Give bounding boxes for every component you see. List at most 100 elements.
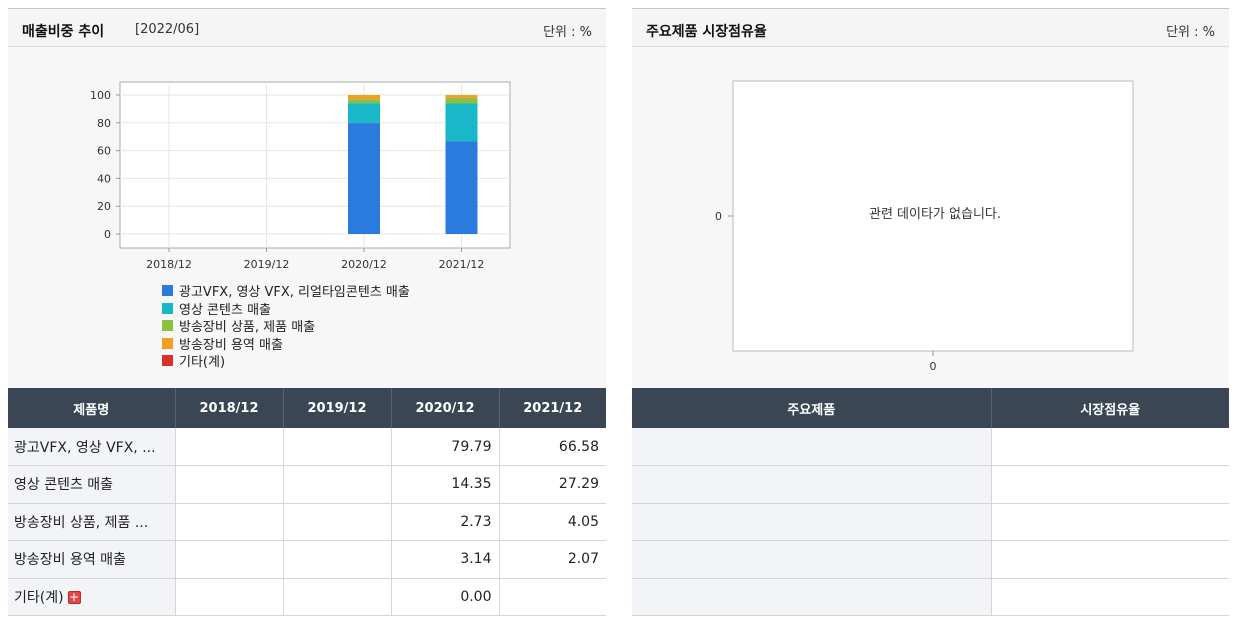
value-cell (499, 578, 606, 616)
y-tick-label: 40 (97, 172, 111, 185)
x-tick-label: 2019/12 (244, 258, 290, 271)
product-name-cell: 방송장비 용역 매출 (8, 540, 176, 579)
bar-segment (445, 95, 478, 98)
plot-area (119, 81, 511, 249)
column-header: 주요제품 (632, 388, 992, 428)
value-cell (175, 503, 284, 541)
x-tick-label: 0 (930, 360, 937, 373)
column-header: 2020/12 (391, 388, 500, 428)
product-cell (632, 540, 992, 579)
legend-item: 기타(계) (162, 352, 410, 370)
table-row (632, 503, 1229, 541)
share-cell (991, 465, 1229, 504)
y-tick-label: 60 (97, 145, 111, 158)
value-cell (175, 540, 284, 579)
sales-composition-table: 제품명 2018/12 2019/12 2020/12 2021/12 광고VFX, 영… (8, 388, 606, 616)
value-cell: 2.07 (499, 540, 606, 579)
expand-plus-icon[interactable]: + (67, 590, 81, 605)
table-header-row: 주요제품 시장점유율 (632, 388, 1229, 428)
bar-segment (445, 141, 478, 234)
product-cell (632, 465, 992, 504)
bar-segment (445, 103, 478, 142)
table-row: 광고VFX, 영상 VFX, ... 79.79 66.58 (8, 428, 606, 466)
panel-header: 매출비중 추이 [2022/06] 단위 : % (8, 8, 606, 47)
market-share-panel: 주요제품 시장점유율 단위 : % 0 0 관련 데이타가 없습니다. 주요제품… (632, 8, 1229, 616)
y-tick-label: 20 (97, 200, 111, 213)
product-cell (632, 578, 992, 616)
unit-label: 단위 : % (1166, 25, 1215, 40)
value-cell (175, 578, 284, 616)
x-tick-label: 2018/12 (146, 258, 192, 271)
legend-item: 영상 콘텐츠 매출 (162, 300, 410, 318)
product-name: 광고VFX, 영상 VFX, ... (14, 439, 156, 456)
y-tick-label: 0 (715, 210, 722, 223)
legend-item: 방송장비 용역 매출 (162, 335, 410, 353)
product-name-cell: 영상 콘텐츠 매출 (8, 465, 176, 504)
bar-segment (348, 99, 380, 104)
y-tick-label: 0 (104, 228, 111, 241)
share-cell (991, 428, 1229, 466)
stacked-bar-chart: 0 20 40 60 80 100 2018/12 2019/12 2020/12 2021/12 (90, 81, 511, 271)
value-cell: 27.29 (499, 465, 606, 504)
value-cell: 66.58 (499, 428, 606, 466)
value-cell (283, 428, 392, 466)
legend-label: 방송장비 상품, 제품 매출 (179, 320, 316, 336)
product-name: 기타(계) (14, 589, 64, 606)
value-cell: 3.14 (391, 540, 500, 579)
value-cell: 4.05 (499, 503, 606, 541)
product-name: 방송장비 상품, 제품 ... (14, 514, 149, 531)
legend-swatch (162, 302, 173, 314)
column-header: 2021/12 (499, 388, 606, 428)
value-cell: 14.35 (391, 465, 500, 504)
table-row (632, 465, 1229, 504)
table-header-row: 제품명 2018/12 2019/12 2020/12 2021/12 (8, 388, 606, 428)
value-cell (175, 465, 284, 504)
table-row (632, 540, 1229, 579)
share-cell (991, 503, 1229, 541)
value-cell: 79.79 (391, 428, 500, 466)
bar-segment (348, 103, 380, 124)
value-cell (175, 428, 284, 466)
x-tick-label: 2021/12 (439, 258, 485, 271)
sales-composition-panel: 매출비중 추이 [2022/06] 단위 : % 0 20 40 60 80 100 201… (8, 8, 606, 616)
y-tick-label: 80 (97, 117, 111, 130)
panel-header: 주요제품 시장점유율 단위 : % (632, 8, 1229, 47)
table-row: 기타(계) +0.00 (8, 578, 606, 616)
unit-label: 단위 : % (543, 25, 592, 40)
y-tick-label: 100 (90, 89, 111, 102)
bar-segment (348, 94, 380, 100)
legend-label: 영상 콘텐츠 매출 (179, 302, 271, 318)
legend-item: 방송장비 상품, 제품 매출 (162, 317, 410, 335)
legend-swatch (162, 285, 173, 297)
share-cell (991, 540, 1229, 579)
panel-title: 매출비중 추이 (22, 24, 105, 40)
table-row: 영상 콘텐츠 매출 14.35 27.29 (8, 465, 606, 504)
legend-swatch (162, 320, 173, 332)
column-header: 2018/12 (175, 388, 284, 428)
value-cell: 0.00 (391, 578, 500, 616)
table-row (632, 428, 1229, 466)
x-tick-label: 2020/12 (341, 258, 387, 271)
legend-label: 방송장비 용역 매출 (179, 337, 283, 353)
value-cell (283, 465, 392, 504)
legend-label: 기타(계) (179, 355, 226, 371)
product-cell (632, 428, 992, 466)
legend-item: 광고VFX, 영상 VFX, 리얼타임콘텐츠 매출 (162, 282, 410, 300)
table-row: 방송장비 상품, 제품 ... 2.73 4.05 (8, 503, 606, 541)
legend-swatch (162, 355, 173, 367)
product-cell (632, 503, 992, 541)
table-row: 방송장비 용역 매출 3.14 2.07 (8, 540, 606, 579)
value-cell: 2.73 (391, 503, 500, 541)
legend-swatch (162, 337, 173, 349)
panel-title: 주요제품 시장점유율 (646, 24, 767, 40)
product-name-cell: 기타(계) + (8, 578, 176, 616)
legend-label: 광고VFX, 영상 VFX, 리얼타임콘텐츠 매출 (179, 285, 410, 301)
value-cell (283, 503, 392, 541)
market-share-chart: 0 0 관련 데이타가 없습니다. (632, 47, 1229, 388)
share-cell (991, 578, 1229, 616)
bar-segment (445, 97, 478, 104)
product-name-cell: 광고VFX, 영상 VFX, ... (8, 428, 176, 466)
plot-area (732, 80, 1134, 352)
column-header: 시장점유율 (991, 388, 1229, 428)
column-header: 2019/12 (283, 388, 392, 428)
